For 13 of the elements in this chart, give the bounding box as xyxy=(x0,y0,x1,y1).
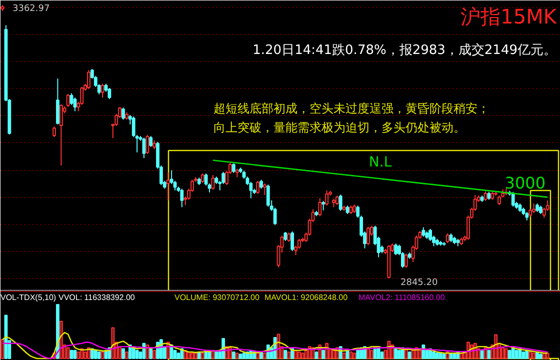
text: MAVOL2: 111085160.00 xyxy=(358,293,446,302)
text: VVOL: 116338392.00 xyxy=(58,293,136,302)
annotation: 向上突破，量能需求极为迫切，多头仍处被动。 xyxy=(214,120,466,134)
text: MAVOL1: 92068248.00 xyxy=(264,293,348,302)
annotation: 3000 xyxy=(504,174,546,192)
chart-title: 沪指15MK xyxy=(460,4,558,28)
text: VOLUME: 93070712.00 xyxy=(174,293,260,302)
annotation: 2845.20 xyxy=(400,278,438,288)
annotation: 超短线底部初成，空头未过度逞强，黄昏阶段稍安； xyxy=(214,102,490,116)
annotation: 3362.97 xyxy=(12,4,50,14)
annotation: 1.20日14:41跌0.78%，报2983，成交2149亿元。 xyxy=(252,42,556,58)
series-label: N.L xyxy=(368,154,392,171)
chart-title: VOL-TDX(5,10) xyxy=(0,293,56,302)
